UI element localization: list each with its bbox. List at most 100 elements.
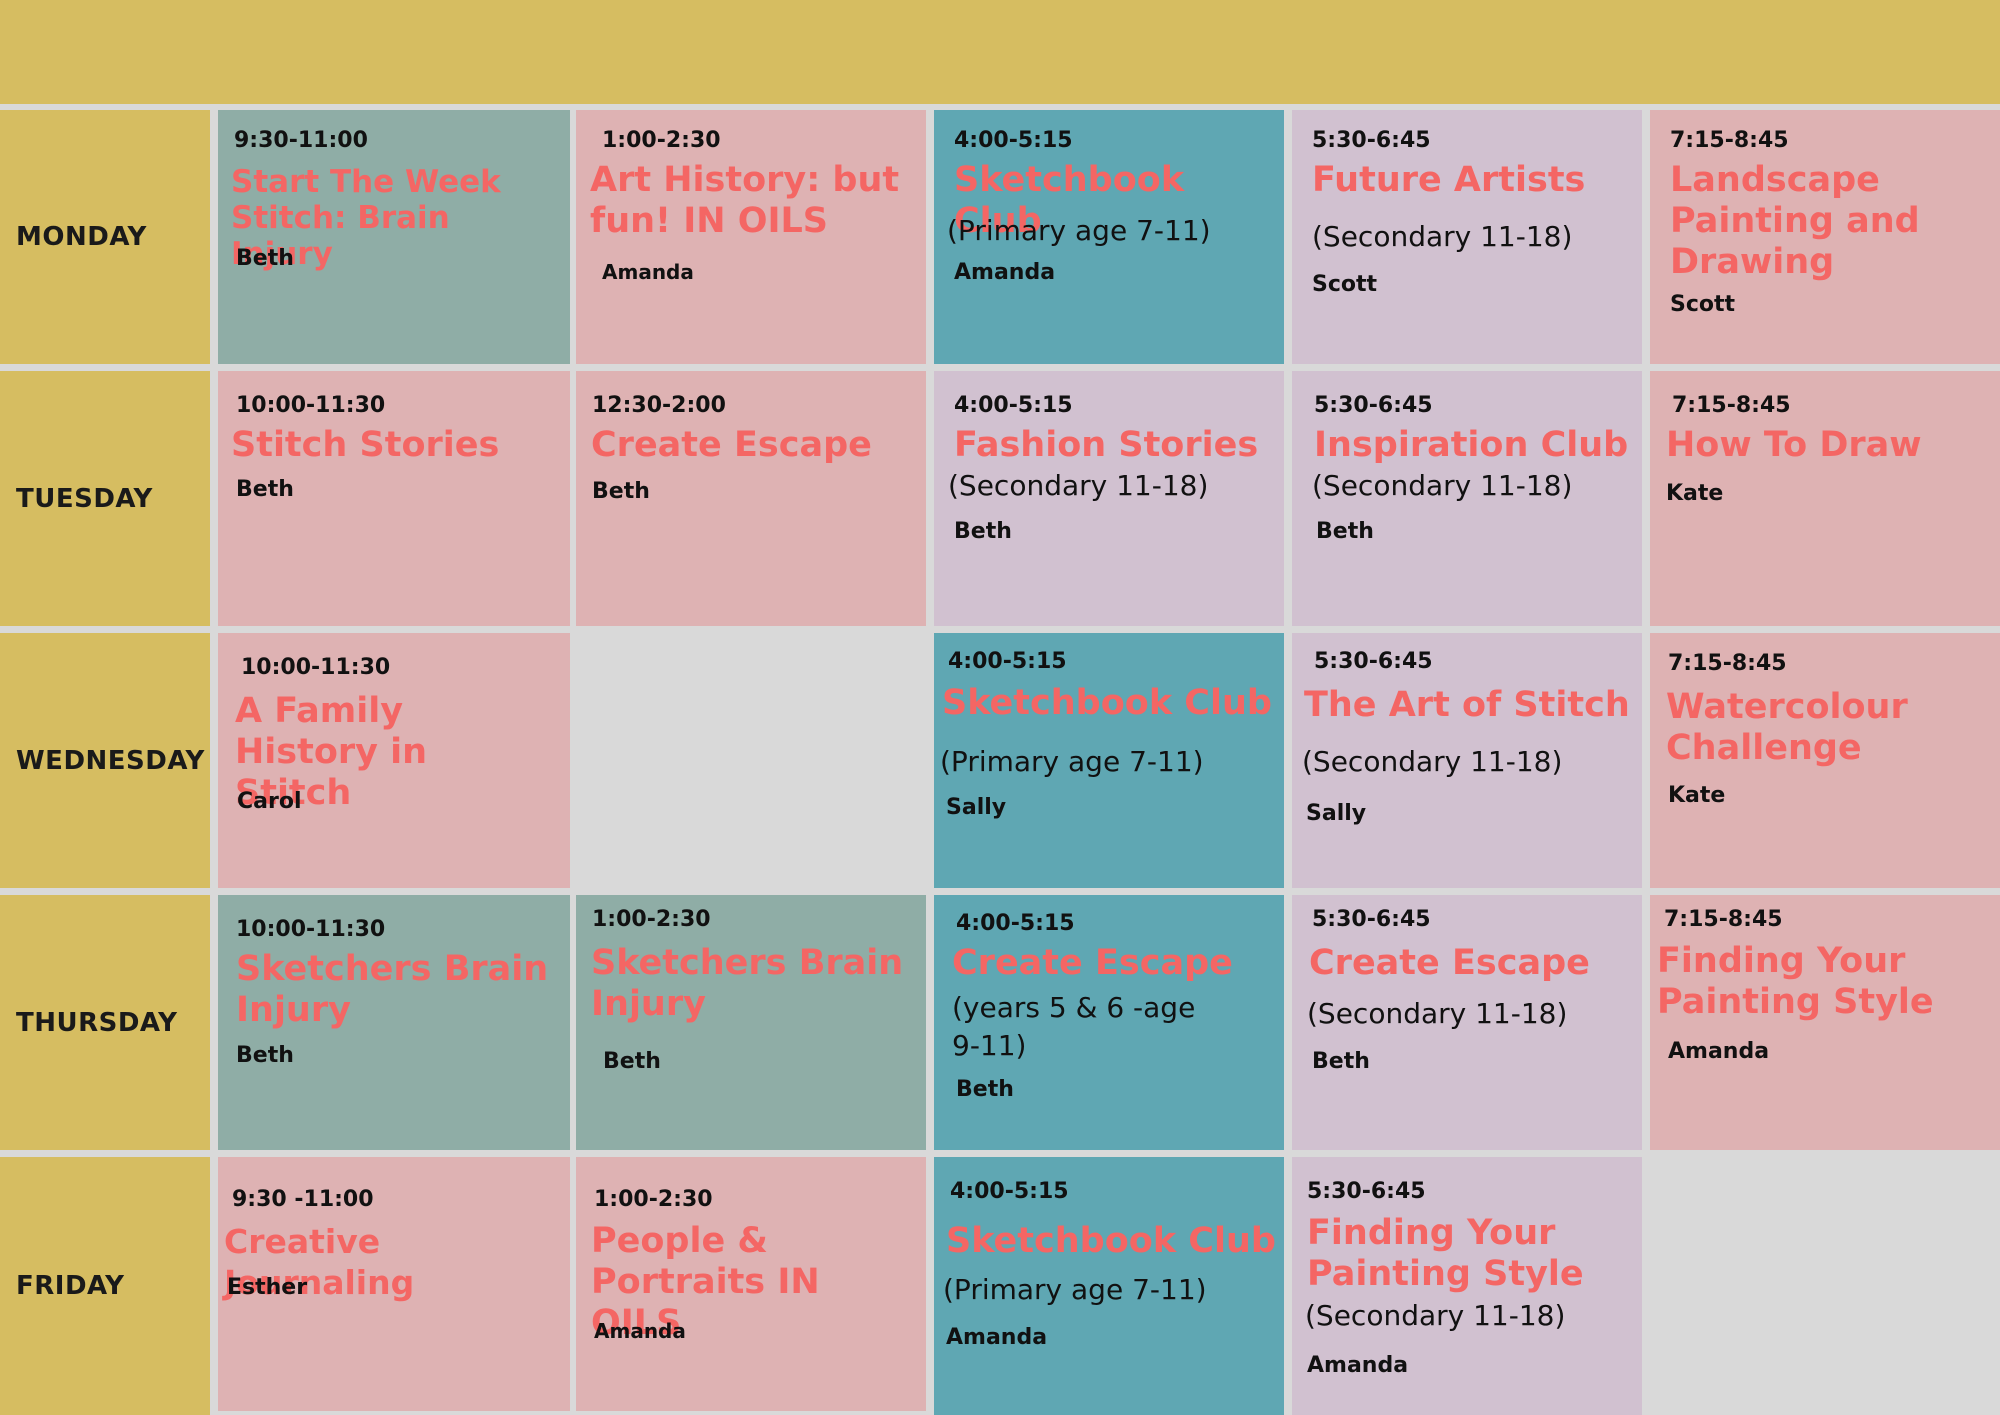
session-time: 7:15-8:45 [1670, 128, 1789, 153]
session-friday-4[interactable]: 5:30-6:45 Finding Your Painting Style (S… [1292, 1157, 1642, 1415]
session-subtitle: (Primary age 7-11) [943, 1273, 1207, 1306]
session-time: 4:00-5:15 [954, 393, 1073, 418]
session-tutor: Amanda [1668, 1039, 1770, 1064]
session-time: 10:00-11:30 [241, 655, 391, 680]
session-monday-2[interactable]: 1:00-2:30 Art History: but fun! IN OILS … [576, 110, 926, 364]
day-label-text: FRIDAY [16, 1271, 125, 1301]
session-subtitle: (Secondary 11-18) [1302, 745, 1563, 778]
session-tutor: Beth [1312, 1049, 1370, 1074]
session-title: Creative Journaling [224, 1222, 415, 1302]
session-title: Art History: but fun! IN OILS [590, 160, 900, 241]
session-wednesday-1[interactable]: 10:00-11:30 A Family History in Stitch C… [218, 633, 570, 888]
session-wednesday-4[interactable]: 5:30-6:45 The Art of Stitch (Secondary 1… [1292, 633, 1642, 888]
session-title: Future Artists [1312, 160, 1586, 200]
session-tutor: Beth [592, 479, 650, 504]
session-title: How To Draw [1666, 425, 1922, 465]
session-wednesday-3[interactable]: 4:00-5:15 Sketchbook Club (Primary age 7… [934, 633, 1284, 888]
session-time: 9:30-11:00 [234, 128, 368, 153]
session-subtitle: (Secondary 11-18) [1312, 469, 1573, 502]
session-tuesday-1[interactable]: 10:00-11:30 Stitch Stories Beth [218, 371, 570, 626]
day-label-tuesday: TUESDAY [0, 371, 210, 626]
session-monday-1[interactable]: 9:30-11:00 Start The Week Stitch: Brain … [218, 110, 570, 364]
session-title: Create Escape [591, 425, 872, 465]
session-friday-3[interactable]: 4:00-5:15 Sketchbook Club (Primary age 7… [934, 1157, 1284, 1415]
session-friday-1[interactable]: 9:30 -11:00 Creative Journaling Esther [218, 1157, 570, 1411]
session-time: 1:00-2:30 [594, 1187, 713, 1212]
session-title: The Art of Stitch [1304, 685, 1630, 725]
session-time: 4:00-5:15 [956, 911, 1075, 936]
session-time: 5:30-6:45 [1314, 649, 1433, 674]
session-tutor: Scott [1312, 272, 1378, 297]
session-monday-3[interactable]: 4:00-5:15 Sketchbook Club (Primary age 7… [934, 110, 1284, 364]
session-tuesday-5[interactable]: 7:15-8:45 How To Draw Kate [1650, 371, 2000, 626]
session-time: 1:00-2:30 [602, 128, 721, 153]
session-title: Sketchers Brain Injury [236, 949, 549, 1030]
session-thursday-3[interactable]: 4:00-5:15 Create Escape (years 5 & 6 -ag… [934, 895, 1284, 1150]
session-title: Inspiration Club [1314, 425, 1629, 465]
session-title: Sketchbook Club [954, 160, 1185, 241]
session-tutor: Esther [227, 1275, 308, 1300]
session-time: 10:00-11:30 [236, 393, 386, 418]
day-label-text: THURSDAY [16, 1007, 178, 1038]
session-time: 7:15-8:45 [1664, 907, 1783, 932]
session-time: 5:30-6:45 [1312, 907, 1431, 932]
session-title: People & Portraits IN OILS [591, 1221, 820, 1343]
session-wednesday-5[interactable]: 7:15-8:45 Watercolour Challenge Kate [1650, 633, 2000, 888]
session-time: 10:00-11:30 [236, 917, 386, 942]
session-tutor: Beth [236, 1043, 294, 1068]
session-tutor: Amanda [602, 260, 694, 284]
session-subtitle: (Primary age 7-11) [940, 745, 1204, 778]
session-tutor: Beth [954, 519, 1012, 544]
header-band [0, 0, 2000, 104]
day-label-friday: FRIDAY [0, 1157, 210, 1415]
session-time: 1:00-2:30 [592, 907, 711, 932]
session-subtitle: (Secondary 11-18) [1312, 220, 1573, 253]
session-tuesday-4[interactable]: 5:30-6:45 Inspiration Club (Secondary 11… [1292, 371, 1642, 626]
session-thursday-2[interactable]: 1:00-2:30 Sketchers Brain Injury Beth [576, 895, 926, 1150]
session-title: Sketchbook Club [946, 1221, 1276, 1261]
session-tutor: Amanda [946, 1325, 1048, 1350]
session-monday-4[interactable]: 5:30-6:45 Future Artists (Secondary 11-1… [1292, 110, 1642, 364]
session-tutor: Sally [1306, 801, 1367, 826]
session-tutor: Kate [1668, 783, 1726, 808]
session-title: Finding Your Painting Style [1307, 1213, 1584, 1294]
day-label-text: TUESDAY [16, 483, 153, 514]
session-tutor: Beth [236, 477, 294, 502]
session-title: A Family History in Stitch [235, 691, 428, 813]
session-time: 12:30-2:00 [592, 393, 726, 418]
session-time: 7:15-8:45 [1668, 651, 1787, 676]
session-tutor: Amanda [1307, 1353, 1409, 1378]
session-thursday-5[interactable]: 7:15-8:45 Finding Your Painting Style Am… [1650, 895, 2000, 1150]
session-tutor: Beth [236, 246, 294, 271]
session-subtitle: (Secondary 11-18) [948, 469, 1209, 502]
session-thursday-1[interactable]: 10:00-11:30 Sketchers Brain Injury Beth [218, 895, 570, 1150]
session-title: Sketchbook Club [942, 683, 1272, 723]
session-tutor: Beth [956, 1077, 1014, 1102]
session-time: 4:00-5:15 [954, 128, 1073, 153]
day-label-thursday: THURSDAY [0, 895, 210, 1150]
session-subtitle: (Primary age 7-11) [947, 214, 1211, 247]
day-label-text: MONDAY [16, 222, 147, 252]
session-tutor: Amanda [594, 1319, 686, 1343]
session-time: 5:30-6:45 [1312, 128, 1431, 153]
session-time: 5:30-6:45 [1307, 1179, 1426, 1204]
session-tutor: Carol [237, 789, 302, 814]
session-subtitle: (Secondary 11-18) [1305, 1299, 1566, 1332]
session-tutor: Sally [946, 795, 1007, 820]
session-tuesday-3[interactable]: 4:00-5:15 Fashion Stories (Secondary 11-… [934, 371, 1284, 626]
session-monday-5[interactable]: 7:15-8:45 Landscape Painting and Drawing… [1650, 110, 2000, 364]
day-label-text: WEDNESDAY [16, 745, 205, 776]
session-title: Sketchers Brain Injury [591, 943, 904, 1024]
session-thursday-4[interactable]: 5:30-6:45 Create Escape (Secondary 11-18… [1292, 895, 1642, 1150]
session-tutor: Beth [603, 1049, 661, 1074]
session-time: 9:30 -11:00 [232, 1187, 374, 1212]
session-time: 5:30-6:45 [1314, 393, 1433, 418]
session-friday-2[interactable]: 1:00-2:30 People & Portraits IN OILS Ama… [576, 1157, 926, 1411]
session-title: Stitch Stories [231, 425, 500, 465]
session-tuesday-2[interactable]: 12:30-2:00 Create Escape Beth [576, 371, 926, 626]
empty-slot-friday-5 [1650, 1157, 2000, 1415]
session-title: Create Escape [1309, 943, 1590, 983]
session-title: Start The Week Stitch: Brain Injury [231, 164, 501, 272]
session-tutor: Amanda [954, 260, 1056, 285]
session-tutor: Beth [1316, 519, 1374, 544]
